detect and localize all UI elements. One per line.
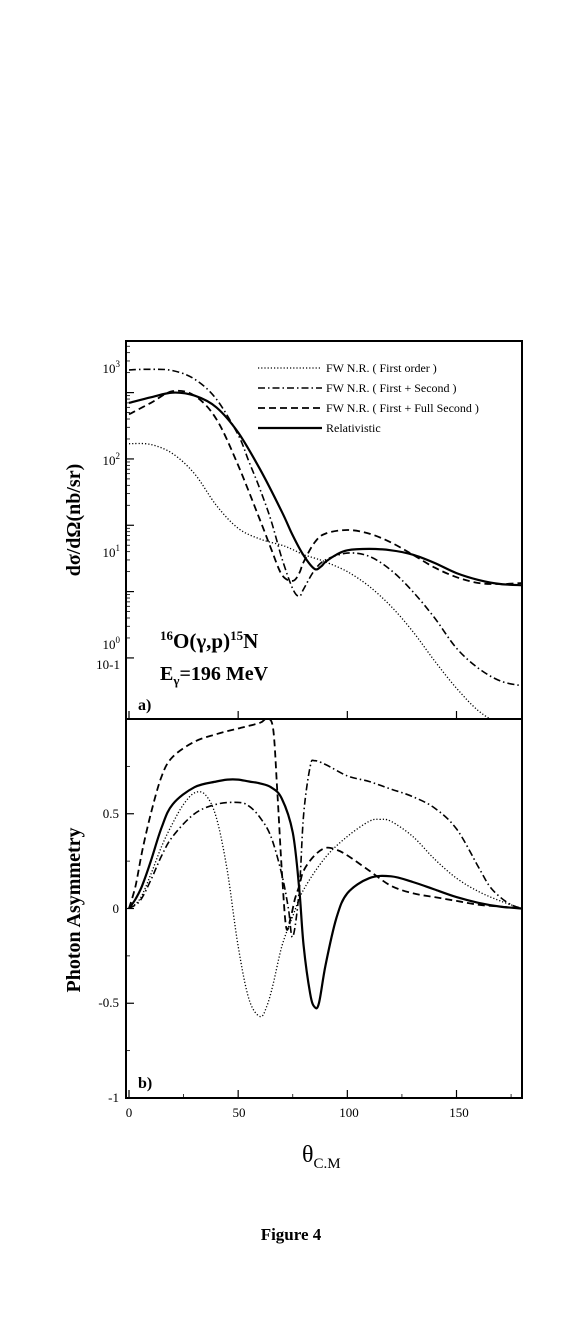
y-tick-label-neg1: -1 [108,1090,119,1105]
y-tick-label-1e3: 103 [103,359,121,376]
panel-b-label: b) [138,1075,152,1092]
energy-annotation: Eγ=196 MeV [160,663,269,688]
legend-label-0: FW N.R. ( First order ) [326,361,437,375]
panel-b-series [128,719,522,1018]
figure-caption: Figure 4 [260,1225,322,1244]
panel-a-series [128,368,522,719]
series-line-a-3 [128,391,522,587]
panel-b-ticks [126,765,512,1099]
series-line-a-1 [128,368,522,687]
panel-b-frame [125,718,523,1099]
y-tick-label-0.5: 0.5 [103,806,119,821]
panel-a-ticks [126,340,458,719]
legend-label-2: FW N.R. ( First + Full Second ) [326,401,479,415]
series-line-a-2 [128,389,522,585]
legend-label-3: Relativistic [326,421,381,435]
series-line-b-0 [128,791,522,1018]
x-tick-label-150: 150 [449,1105,469,1120]
series-line-b-1 [128,759,522,938]
legend-label-1: FW N.R. ( First + Second ) [326,381,457,395]
y-tick-label-1e2: 102 [103,451,121,468]
series-line-b-3 [128,778,522,1010]
y-axis-label-a: dσ/dΩ(nb/sr) [63,464,85,576]
x-tick-label-0: 0 [126,1105,133,1120]
y-tick-label-0: 0 [113,901,120,916]
x-tick-label-50: 50 [233,1105,246,1120]
x-axis-label: θC.M [302,1142,341,1172]
x-tick-label-100: 100 [339,1105,359,1120]
reaction-annotation: 16O(γ,p)15N [160,628,258,653]
y-tick-label-1e0: 100 [103,635,121,652]
panel-a-label: a) [138,697,151,714]
y-tick-label-1e-1: 10-1 [96,657,120,672]
y-tick-label-neg0.5: -0.5 [98,995,119,1010]
y-tick-label-1e1: 101 [103,543,121,560]
legend: FW N.R. ( First order ) FW N.R. ( First +… [258,361,479,435]
y-axis-label-b: Photon Asymmetry [63,828,85,993]
series-line-b-2 [128,719,522,931]
series-line-a-0 [128,442,492,719]
